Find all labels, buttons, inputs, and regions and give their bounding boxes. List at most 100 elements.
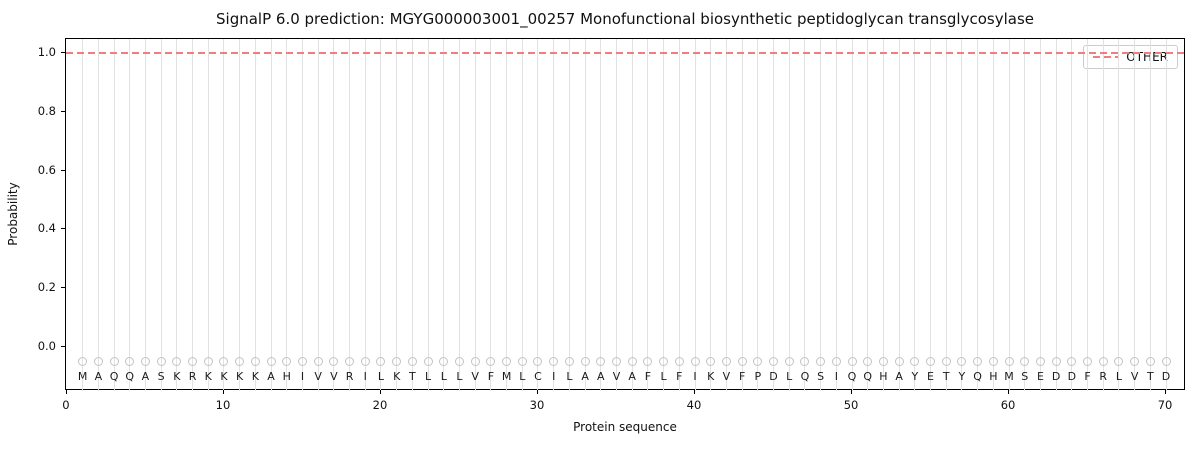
residue-letter: R	[188, 370, 197, 384]
grid-line	[1087, 39, 1089, 391]
residue-letter: L	[456, 370, 463, 384]
residue-letter: L	[660, 370, 667, 384]
residue-marker	[329, 357, 339, 367]
grid-line	[725, 39, 727, 391]
grid-line	[898, 39, 900, 391]
residue-marker	[93, 357, 103, 367]
residue-marker	[831, 357, 841, 367]
residue-marker	[894, 357, 904, 367]
residue-letter: M	[501, 370, 512, 384]
grid-line	[364, 39, 366, 391]
residue-marker	[172, 357, 182, 367]
grid-line	[82, 39, 84, 391]
residue-marker	[973, 357, 983, 367]
grid-line	[1024, 39, 1026, 391]
residue-letter: L	[377, 370, 385, 384]
residue-marker	[407, 357, 417, 367]
grid-line	[1039, 39, 1041, 391]
residue-letter: Q	[973, 370, 982, 384]
grid-line	[144, 39, 146, 391]
grid-line	[804, 39, 806, 391]
residue-letter: I	[834, 370, 838, 384]
grid-line	[97, 39, 99, 391]
grid-line	[773, 39, 775, 391]
grid-line	[317, 39, 319, 391]
residue-letter: A	[895, 370, 903, 384]
grid-line	[537, 39, 539, 391]
grid-line	[835, 39, 837, 391]
residue-letter: T	[942, 370, 950, 384]
residue-marker	[988, 357, 998, 367]
residue-marker	[470, 357, 480, 367]
residue-marker	[878, 357, 888, 367]
grid-line	[977, 39, 979, 391]
residue-letter: A	[628, 370, 636, 384]
residue-letter: F	[1084, 370, 1091, 384]
residue-letter: S	[157, 370, 165, 384]
grid-line	[961, 39, 963, 391]
grid-line	[207, 39, 209, 391]
other-probability-line	[66, 52, 1184, 55]
grid-line	[945, 39, 947, 391]
residue-marker	[690, 357, 700, 367]
y-tick-label: 0.0	[37, 338, 56, 353]
grid-line	[490, 39, 492, 391]
x-tick-label: 70	[1157, 398, 1173, 412]
x-axis-label: Protein sequence	[573, 420, 677, 434]
grid-line	[1055, 39, 1057, 391]
grid-line	[301, 39, 303, 391]
residue-letter: A	[141, 370, 150, 384]
residue-letter: L	[786, 370, 793, 384]
grid-line	[1165, 39, 1167, 391]
residue-letter: L	[440, 370, 447, 384]
grid-line	[710, 39, 712, 391]
residue-marker	[549, 357, 559, 367]
grid-line	[113, 39, 115, 391]
grid-line	[600, 39, 602, 391]
residue-letter: M	[77, 370, 88, 384]
y-tick	[61, 52, 65, 54]
grid-line	[129, 39, 131, 391]
residue-marker	[863, 357, 873, 367]
residue-marker	[1067, 357, 1077, 367]
residue-letter: I	[552, 370, 556, 384]
grid-line	[678, 39, 680, 391]
residue-marker	[109, 357, 119, 367]
chart-title: SignalP 6.0 prediction: MGYG000003001_00…	[216, 10, 1034, 28]
grid-line	[192, 39, 194, 391]
residue-letter: E	[1036, 370, 1044, 384]
x-tick-label: 40	[686, 398, 702, 412]
y-tick-label: 0.6	[37, 162, 56, 177]
residue-letter: V	[314, 370, 322, 384]
residue-letter: H	[282, 370, 291, 384]
residue-marker	[926, 357, 936, 367]
residue-marker	[125, 357, 135, 367]
x-tick	[65, 390, 67, 394]
residue-marker	[78, 357, 88, 367]
residue-marker	[674, 357, 684, 367]
residue-letter: K	[251, 370, 259, 384]
residue-letter: H	[879, 370, 888, 384]
grid-line	[286, 39, 288, 391]
residue-letter: Q	[125, 370, 135, 384]
residue-letter: D	[1051, 370, 1061, 384]
residue-letter: V	[722, 370, 731, 384]
x-tick	[536, 390, 538, 394]
y-tick-label: 1.0	[37, 45, 56, 60]
residue-letter: L	[566, 370, 573, 384]
grid-line	[1071, 39, 1073, 391]
residue-marker	[800, 357, 810, 367]
grid-line	[1134, 39, 1136, 391]
x-tick-label: 10	[215, 398, 231, 412]
x-tick	[1165, 390, 1167, 394]
residue-marker	[439, 357, 449, 367]
residue-letter: A	[581, 370, 589, 384]
residue-letter: F	[738, 370, 746, 384]
grid-line	[396, 39, 398, 391]
residue-marker	[360, 357, 370, 367]
residue-letter: L	[425, 370, 432, 384]
grid-line	[553, 39, 555, 391]
grid-line	[506, 39, 508, 391]
residue-marker	[659, 357, 669, 367]
legend-dashed-line-sample	[1093, 56, 1120, 58]
